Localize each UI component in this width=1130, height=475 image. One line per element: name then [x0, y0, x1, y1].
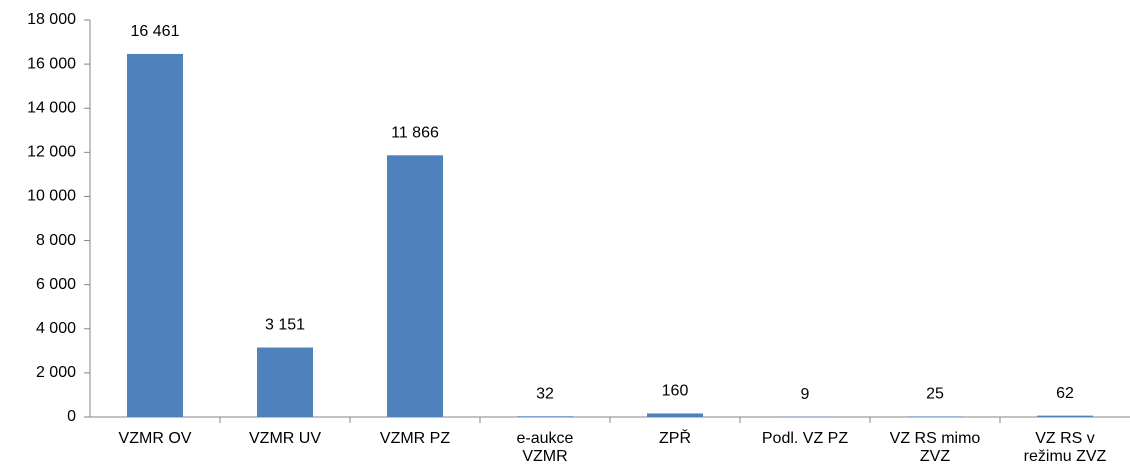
data-label: 160	[662, 383, 689, 400]
y-tick-label: 2 000	[36, 364, 76, 381]
x-tick-label: VZ RS mimo ZVZ	[889, 430, 981, 465]
y-tick-label: 6 000	[36, 276, 76, 293]
x-tick-label: Podl. VZ PZ	[761, 430, 849, 447]
x-tick-label: ZPŘ	[659, 430, 691, 447]
bar	[1037, 415, 1093, 417]
bar	[257, 347, 313, 417]
data-label: 16 461	[131, 23, 180, 40]
y-tick-label: 16 000	[27, 55, 76, 72]
y-tick-label: 4 000	[36, 320, 76, 337]
bar	[517, 416, 573, 417]
x-tick-label: VZ RS v režimu ZVZ	[1023, 430, 1107, 465]
x-tick-label: VZMR OV	[118, 430, 192, 447]
y-tick-label: 18 000	[27, 11, 76, 28]
bar	[127, 53, 183, 417]
bar	[387, 155, 443, 418]
y-tick-label: 8 000	[36, 232, 76, 249]
data-label: 11 866	[391, 125, 439, 142]
data-label: 9	[801, 386, 810, 403]
bar	[907, 416, 963, 417]
x-tick-label: VZMR PZ	[379, 430, 451, 447]
data-label: 3 151	[265, 317, 305, 334]
data-label: 62	[1056, 385, 1074, 402]
x-tick-label: VZMR UV	[249, 430, 321, 447]
y-tick-label: 10 000	[27, 188, 76, 205]
y-tick-label: 12 000	[27, 144, 76, 161]
y-tick-label: 0	[67, 408, 76, 425]
y-tick-label: 14 000	[27, 99, 76, 116]
x-tick-label: e-aukce VZMR	[516, 430, 574, 465]
data-label: 25	[926, 386, 944, 403]
bar	[647, 413, 703, 417]
data-label: 32	[536, 386, 554, 403]
